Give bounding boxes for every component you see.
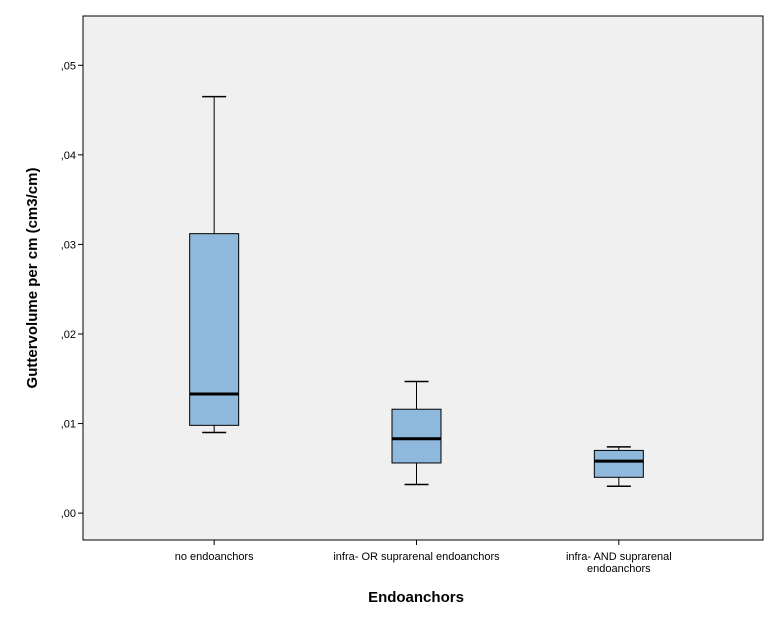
y-tick-label: ,03 <box>61 239 76 251</box>
x-axis-title: Endoanchors <box>368 589 464 606</box>
box-group <box>391 380 442 486</box>
y-axis: ,00 ,01 ,02 ,03 ,04 ,05 <box>61 60 83 520</box>
x-tick-label: infra- AND suprarenal <box>566 551 672 563</box>
box-series <box>189 95 644 488</box>
x-tick-label: no endoanchors <box>175 551 254 563</box>
box-group <box>593 446 644 488</box>
y-axis-title: Guttervolume per cm (cm3/cm) <box>24 168 41 389</box>
x-tick-label: endoanchors <box>587 563 651 575</box>
y-tick-label: ,01 <box>61 419 76 431</box>
iqr-box <box>593 449 644 478</box>
y-tick-label: ,02 <box>61 329 76 341</box>
x-axis: no endoanchors infra- OR suprarenal endoa… <box>175 540 672 575</box>
y-tick-label: ,05 <box>61 60 76 72</box>
y-tick-label: ,00 <box>61 508 76 520</box>
box-group <box>189 95 240 434</box>
x-tick-label: infra- OR suprarenal endoanchors <box>333 551 500 563</box>
iqr-box <box>189 233 240 426</box>
y-tick-label: ,04 <box>61 150 76 162</box>
iqr-box <box>391 408 442 464</box>
